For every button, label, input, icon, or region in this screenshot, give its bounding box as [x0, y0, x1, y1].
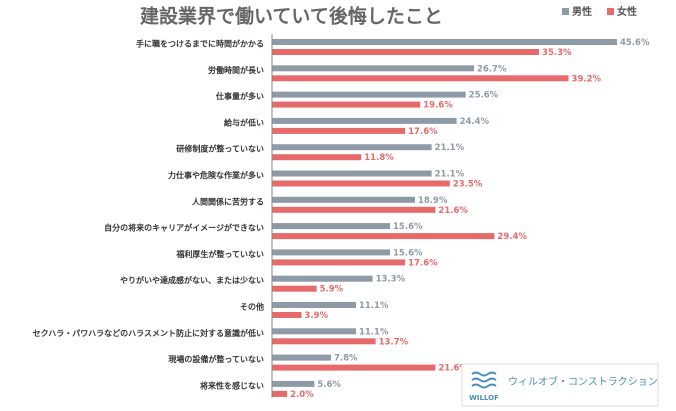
bar [272, 249, 391, 256]
category-label: 力仕事や危険な作業が多い [168, 170, 264, 180]
value-label: 2.0% [290, 390, 314, 400]
category-label: 給与が低い [224, 117, 264, 127]
bar [272, 127, 406, 134]
bar [272, 364, 436, 371]
value-label: 13.3% [376, 275, 406, 285]
bar [272, 91, 466, 98]
bar [272, 354, 332, 361]
value-label: 3.9% [305, 311, 329, 321]
value-label: 25.6% [469, 91, 499, 101]
value-label: 21.1% [435, 170, 465, 180]
value-label: 17.6% [408, 127, 438, 137]
bar [272, 312, 302, 318]
bar [272, 101, 421, 108]
value-label: 35.3% [542, 48, 572, 58]
bar [272, 144, 432, 151]
value-label: 5.9% [320, 285, 344, 295]
category-label: 仕事量が多い [215, 91, 264, 101]
value-label: 5.6% [317, 380, 341, 390]
category-label: 研修制度が整っていない [176, 144, 264, 154]
value-label: 24.4% [460, 117, 490, 127]
value-label: 18.9% [418, 196, 448, 206]
value-label: 11.1% [359, 327, 389, 337]
category-label: 福利厚生が整っていない [175, 249, 264, 259]
value-label: 15.6% [393, 248, 423, 258]
bar [272, 223, 391, 230]
bar [272, 275, 373, 282]
value-label: 26.7% [477, 64, 507, 74]
value-label: 29.4% [497, 232, 527, 242]
value-label: 45.6% [620, 38, 650, 48]
category-label: 人間関係に苦労する [192, 196, 264, 206]
bar [272, 39, 617, 45]
category-label: 自分の将来のキャリアがイメージができない [104, 223, 264, 233]
chart-title: 建設業界で働いていて後悔したこと [140, 5, 443, 28]
bar [272, 285, 317, 292]
value-label: 23.5% [453, 180, 483, 190]
value-label: 21.6% [438, 364, 468, 374]
logo: WILLOF ウィルオブ・コンストラクション [461, 363, 659, 407]
category-label: 労働時間が長い [208, 65, 264, 75]
bar [272, 117, 457, 124]
bar [272, 49, 540, 55]
bar [272, 233, 495, 240]
bar [272, 259, 406, 266]
bar [272, 302, 356, 308]
category-label: その他 [240, 302, 264, 312]
bar [272, 154, 362, 161]
value-label: 21.1% [435, 143, 465, 153]
bar [272, 380, 315, 387]
value-label: 11.8% [364, 153, 394, 163]
value-label: 21.6% [438, 206, 468, 216]
value-label: 13.7% [379, 337, 409, 347]
bar [272, 75, 569, 82]
bar [272, 170, 432, 177]
value-label: 11.1% [359, 301, 389, 311]
legend-swatch [562, 8, 569, 15]
logo-icon [471, 371, 497, 389]
category-label: セクハラ・パワハラなどのハラスメント防止に対する意識が低い [33, 328, 264, 338]
legend-label: 男性 [572, 5, 592, 18]
logo-text: ウィルオブ・コンストラクション [508, 375, 658, 388]
bar [272, 390, 288, 397]
value-label: 7.8% [334, 354, 358, 364]
bar [272, 338, 376, 345]
value-label: 15.6% [393, 222, 423, 232]
category-label: 現場の設備が整っていない [168, 354, 264, 364]
category-label: やりがいや達成感がない、または少ない [120, 275, 264, 285]
logo-brand: WILLOF [469, 394, 499, 402]
value-label: 17.6% [408, 258, 438, 268]
legend-swatch [607, 8, 614, 15]
value-label: 39.2% [572, 74, 602, 84]
category-label: 手に職をつけるまでに時間がかかる [136, 39, 264, 49]
bar [272, 206, 436, 213]
bar [272, 65, 474, 72]
legend-label: 女性 [617, 5, 637, 18]
bar [272, 180, 450, 187]
category-label: 将来性を感じない [200, 380, 264, 390]
value-label: 19.6% [423, 101, 453, 111]
bar [272, 328, 356, 335]
bar [272, 196, 415, 203]
